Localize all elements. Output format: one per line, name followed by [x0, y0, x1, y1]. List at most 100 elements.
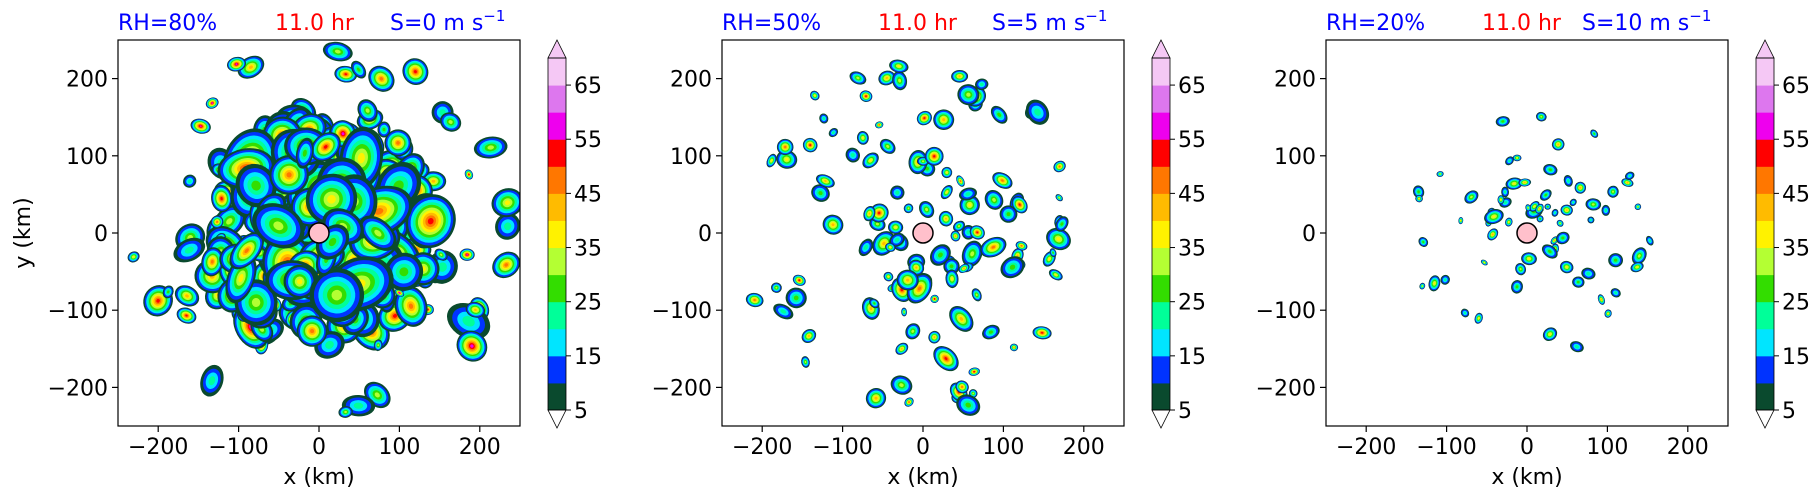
echo-cell	[1501, 186, 1510, 198]
echo-contour	[399, 267, 409, 277]
echo-contour	[1503, 190, 1507, 194]
colorbar-tick-label: 25	[574, 291, 602, 316]
echo-contour	[392, 314, 398, 318]
panel-title-time: 11.0 hr	[1482, 11, 1562, 36]
colorbar-segment	[1756, 166, 1774, 194]
echo-cell	[892, 70, 908, 91]
colorbar-segment	[1152, 274, 1170, 303]
echo-contour	[1421, 285, 1424, 288]
echo-contour	[1565, 266, 1568, 269]
echo-contour	[925, 207, 929, 212]
echo-cell	[957, 84, 980, 106]
echo-contour	[991, 245, 996, 249]
echo-contour	[942, 118, 946, 122]
echo-cell	[1563, 175, 1573, 187]
echo-contour	[961, 385, 964, 388]
echo-contour	[470, 344, 474, 348]
echo-cell	[903, 203, 914, 214]
echo-contour	[861, 136, 864, 139]
echo-contour	[1020, 244, 1023, 247]
echo-cell	[1474, 312, 1483, 324]
colorbar-tick-label: 15	[1782, 345, 1810, 370]
echo-cell	[1428, 275, 1441, 292]
echo-cell	[990, 105, 1008, 124]
colorbar-extend-max	[1755, 39, 1775, 59]
echo-cell	[1464, 190, 1479, 204]
echo-contour	[824, 180, 827, 182]
echo-cell	[384, 129, 412, 157]
colorbar-segment	[1152, 58, 1170, 86]
echo-contour	[1574, 345, 1579, 349]
echo-contour	[251, 180, 261, 191]
echo-cell	[980, 236, 1007, 258]
reflectivity-field	[1412, 111, 1654, 353]
echo-contour	[331, 289, 343, 301]
echo-cell	[1560, 204, 1573, 216]
echo-contour	[1540, 115, 1543, 118]
echo-cell	[183, 174, 197, 188]
colorbar-segment	[1152, 112, 1170, 140]
echo-contour	[251, 298, 261, 307]
echo-cell	[905, 323, 921, 340]
echo-cell	[776, 138, 794, 156]
echo-cell	[1497, 195, 1505, 205]
echo-contour	[184, 246, 194, 254]
echo-contour	[1600, 298, 1603, 301]
echo-contour	[1417, 190, 1420, 194]
echo-cell	[1536, 215, 1544, 223]
echo-cell	[1535, 111, 1547, 122]
colorbar-tick-label: 35	[1782, 237, 1810, 262]
echo-contour	[374, 208, 384, 215]
x-tick-label: −200	[128, 435, 188, 460]
echo-contour	[438, 262, 447, 272]
colorbar-segment	[1756, 193, 1774, 221]
colorbar-segment	[1756, 247, 1774, 276]
echo-contour	[1512, 182, 1516, 185]
y-tick-label: 100	[1274, 145, 1316, 170]
colorbar-segment	[1152, 220, 1170, 249]
shear-text: S=5 m s	[992, 11, 1085, 36]
echo-contour	[976, 231, 979, 234]
colorbar-tick-label: 5	[1178, 399, 1192, 424]
shear-text: S=10 m s	[1582, 11, 1689, 36]
echo-cell	[127, 251, 140, 263]
echo-contour	[1576, 280, 1580, 284]
echo-contour	[1626, 181, 1629, 184]
echo-contour	[933, 155, 936, 158]
echo-contour	[1519, 267, 1522, 271]
x-tick-label: −100	[1416, 435, 1476, 460]
plot-area	[1325, 39, 1729, 427]
echo-cell	[174, 285, 200, 307]
echo-cell	[1032, 326, 1052, 340]
echo-cell	[405, 194, 456, 249]
echo-cell	[373, 339, 383, 352]
y-tick-label: −100	[48, 299, 108, 324]
colorbar-segment	[548, 193, 566, 221]
echo-cell	[283, 264, 316, 299]
echo-contour	[944, 217, 948, 220]
storm-center-marker	[912, 222, 934, 244]
echo-cell	[822, 214, 844, 235]
echo-contour	[875, 222, 879, 226]
x-tick-label: 200	[1667, 435, 1709, 460]
echo-cell	[1551, 138, 1565, 151]
colorbar-tick-label: 15	[1178, 345, 1206, 370]
echo-contour	[379, 77, 384, 81]
echo-cell	[811, 184, 830, 202]
echo-cell	[875, 121, 884, 129]
echo-contour	[365, 108, 370, 113]
echo-cell	[776, 150, 798, 169]
echo-cell	[1590, 129, 1599, 138]
echo-contour	[945, 190, 948, 194]
echo-contour	[1561, 236, 1565, 240]
echo-contour	[398, 291, 401, 294]
echo-cell	[1515, 262, 1527, 276]
echo-contour	[957, 225, 961, 228]
echo-contour	[874, 396, 878, 400]
echo-contour	[921, 160, 925, 163]
echo-contour	[1422, 240, 1425, 244]
echo-contour	[1553, 239, 1556, 242]
y-tick-label: −100	[652, 299, 712, 324]
x-tick-label: 0	[1520, 435, 1534, 460]
echo-contour	[877, 211, 881, 215]
